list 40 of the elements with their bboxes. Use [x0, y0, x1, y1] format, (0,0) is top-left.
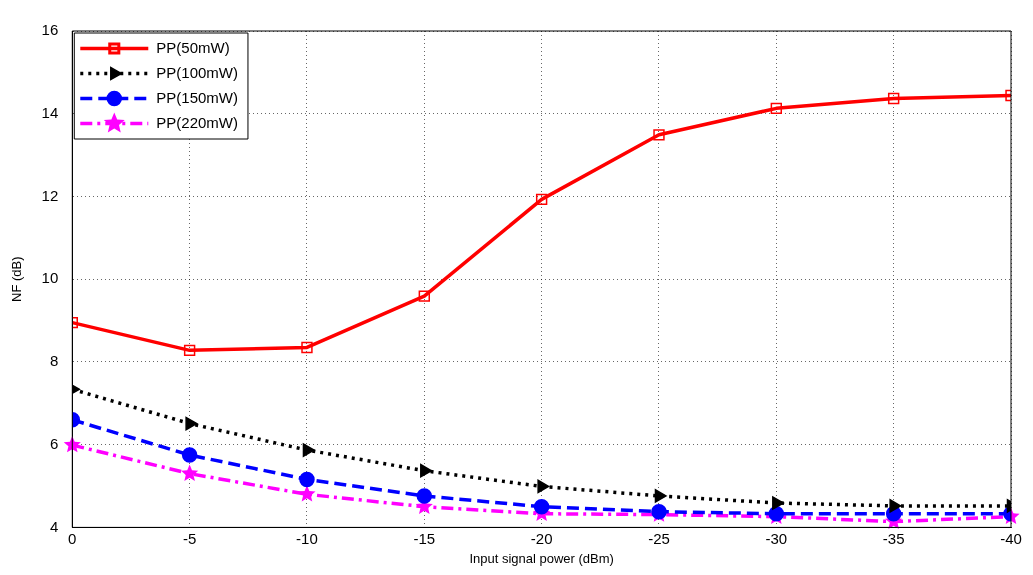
point [653, 129, 665, 141]
point [772, 496, 785, 510]
point [770, 102, 783, 115]
x-tick-label: -25 [648, 529, 670, 547]
legend-label: PP(220mW) [156, 113, 238, 131]
y-tick-label: 10 [41, 269, 59, 287]
point [420, 463, 433, 478]
point [535, 193, 548, 206]
x-tick-label: -40 [1000, 529, 1022, 547]
y-tick-label: 16 [41, 21, 59, 39]
point [301, 341, 313, 354]
y-tick-label: 12 [41, 186, 59, 204]
y-axis-title: NF (dB) [9, 256, 25, 302]
point [533, 498, 550, 515]
point [416, 488, 433, 504]
x-tick-label: -5 [182, 529, 197, 547]
point [889, 499, 902, 513]
x-tick-label: 0 [68, 529, 77, 547]
point [185, 416, 198, 431]
y-tick-label: 14 [41, 103, 59, 121]
point [418, 290, 430, 302]
x-tick-label: -15 [413, 529, 436, 547]
x-axis-title: Input signal power (dBm) [469, 550, 614, 566]
point [537, 479, 550, 494]
x-tick-label: -35 [882, 529, 905, 547]
x-tick-label: -20 [530, 529, 553, 547]
x-tick-label: -30 [765, 529, 788, 547]
legend-label: PP(50mW) [156, 38, 230, 56]
point [299, 471, 315, 488]
point [302, 443, 315, 457]
y-tick-label: 6 [49, 434, 59, 452]
y-tick-label: 8 [49, 352, 59, 370]
point [654, 489, 667, 503]
legend-label: PP(150mW) [156, 88, 238, 106]
point [181, 447, 198, 463]
y-tick-label: 4 [49, 517, 59, 535]
point [887, 92, 900, 105]
x-tick-label: -10 [296, 529, 318, 547]
point [183, 344, 196, 357]
legend-label: PP(100mW) [156, 63, 238, 81]
